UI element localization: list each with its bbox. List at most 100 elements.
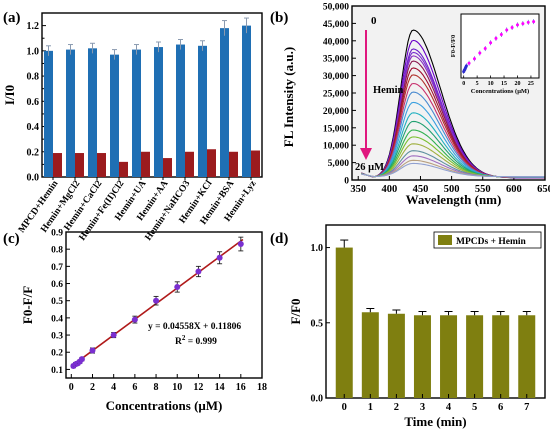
plot-frame (65, 231, 263, 379)
y-tick-label: 0.0 (311, 394, 324, 405)
bar (335, 247, 353, 398)
panel-a: (a)0.00.20.40.60.81.01.2I/I0MPCD+HeminHe… (2, 10, 263, 243)
y-tick-label: 30,000 (323, 72, 349, 82)
inset-point (521, 22, 525, 26)
y-tick-label: 50,000 (323, 3, 349, 13)
y-tick-label: 0.4 (27, 122, 40, 133)
panel-label: (b) (270, 10, 288, 26)
inset-point (515, 23, 519, 27)
y-tick-label: 0.8 (51, 246, 63, 256)
inset-x-tick-label: 20 (514, 81, 520, 87)
y-tick-label: 10,000 (323, 142, 349, 152)
data-point (174, 283, 181, 290)
y-tick-label: 0.6 (27, 97, 40, 108)
bar-darkred (185, 151, 194, 177)
bar-blue (220, 28, 229, 178)
y-tick-label: 0.6 (51, 280, 63, 290)
y-tick-label: 1.0 (311, 243, 324, 254)
x-tick-label: 350 (350, 184, 366, 195)
x-tick-label: 400 (381, 184, 397, 195)
panel-c: (c) 0.1 0.2 0.3 0.4 0.5 0.6 0.7 0.8 0.9 0 2 4 6 8 10 12 1… (3, 229, 267, 414)
inset-point (505, 28, 509, 32)
x-axis-label: Time (min) (404, 414, 466, 429)
y-tick-label: 40,000 (323, 37, 349, 47)
bar-darkred (141, 151, 150, 177)
plot-frame (325, 224, 546, 399)
inset-x-tick-label: 25 (528, 81, 534, 87)
spectrum-line (361, 162, 545, 178)
y-tick-label: 5,000 (328, 159, 350, 169)
x-tick-label: 2 (394, 402, 399, 413)
y-tick-label: 1.0 (27, 46, 40, 57)
bar (413, 315, 431, 398)
x-tick-label: 18 (257, 382, 267, 393)
legend-swatch (438, 235, 452, 245)
bar-darkred (163, 158, 172, 177)
x-tick-label: 4 (446, 402, 452, 413)
data-point (216, 254, 223, 261)
inset-x-tick-label: 5 (476, 81, 479, 87)
legend-label: MPCDs + Hemin (456, 237, 527, 247)
x-tick-label: 600 (506, 184, 522, 195)
inset-x-tick-label: 10 (488, 81, 494, 87)
data-point (131, 316, 138, 323)
x-tick-label: 6 (132, 382, 137, 393)
x-tick-label: 7 (524, 402, 529, 413)
y-tick-label: 0.7 (51, 263, 63, 273)
y-tick-label: 0.0 (27, 173, 40, 184)
x-tick-label: 14 (215, 382, 225, 393)
bar-darkred (119, 161, 128, 177)
arrow-head (360, 148, 372, 160)
inset-point (499, 32, 503, 36)
y-axis-label: FL Intensity (a.u.) (281, 47, 296, 147)
data-point (237, 241, 244, 248)
x-tick-label: 10 (172, 382, 182, 393)
inset-y-axis-label: F0-F/F0 (450, 35, 457, 57)
inset-point (532, 20, 536, 24)
y-axis-label: F0-F/F (20, 286, 35, 324)
inset-x-tick-label: 15 (501, 81, 507, 87)
y-tick-label: 0.5 (51, 297, 63, 307)
y-tick-label: 0.1 (51, 366, 63, 376)
data-point (89, 347, 96, 354)
y-tick-label: 1.2 (27, 21, 40, 32)
x-tick-label: 0 (69, 382, 74, 393)
annotation-top: 0 (371, 15, 377, 27)
bar (361, 312, 379, 398)
y-axis-label: I/I0 (2, 85, 17, 105)
x-tick-label: 2 (90, 382, 95, 393)
bar-darkred (251, 150, 260, 177)
bar-darkred (229, 151, 238, 177)
x-tick-label: 4 (111, 382, 116, 393)
y-tick-label: 0.4 (51, 314, 63, 324)
bar-blue (132, 49, 141, 178)
bar (466, 315, 484, 398)
y-tick-label: 20,000 (323, 107, 349, 117)
bar-darkred (53, 153, 62, 177)
bar-blue (176, 44, 185, 178)
x-tick-label: 450 (413, 184, 429, 195)
bar (440, 315, 458, 398)
y-axis-label: F/F0 (288, 299, 303, 325)
y-tick-label: 0.9 (51, 229, 63, 239)
inset-point (526, 20, 530, 24)
bar-blue (154, 47, 163, 177)
inset-point (478, 51, 482, 55)
inset-point (472, 57, 476, 61)
panel-label: (c) (3, 231, 20, 247)
x-tick-label: 1 (368, 402, 373, 413)
x-tick-label: 5 (472, 402, 477, 413)
bar-darkred (207, 149, 216, 177)
inset-point (467, 61, 471, 65)
legend-box (433, 231, 542, 249)
bar-darkred (97, 153, 106, 177)
x-tick-label: 500 (444, 184, 460, 195)
bar-blue (44, 50, 53, 177)
y-tick-label: 0.2 (27, 147, 40, 158)
data-point (78, 356, 85, 363)
inset-x-tick-label: 0 (462, 81, 465, 87)
x-tick-label: 6 (498, 402, 503, 413)
bar (492, 315, 510, 398)
x-tick-label: 16 (236, 382, 246, 393)
x-tick-label: 650 (537, 184, 550, 195)
